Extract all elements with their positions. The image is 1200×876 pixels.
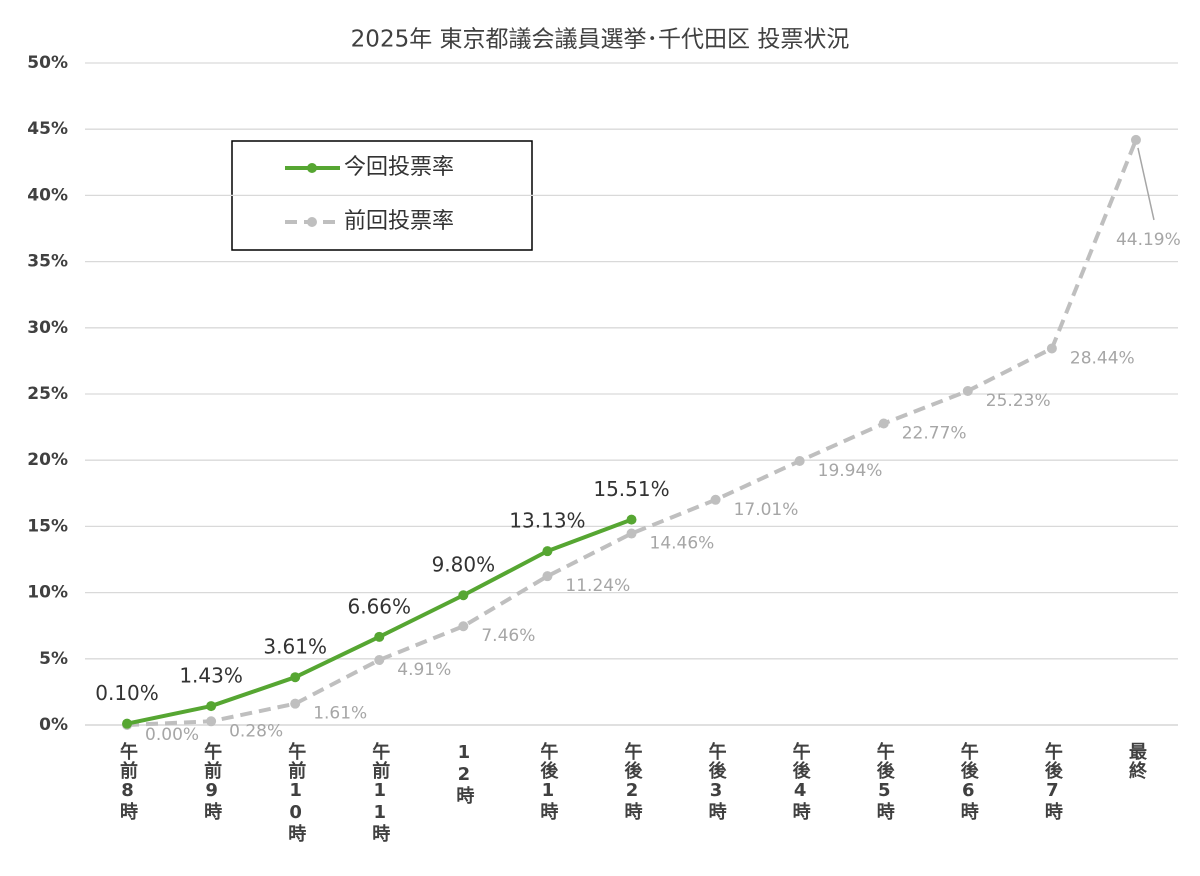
data-label: 19.94% (818, 461, 883, 481)
data-label: 6.66% (347, 594, 411, 618)
y-tick-label: 50% (27, 53, 68, 73)
y-tick-label: 45% (27, 119, 68, 139)
y-tick-label: 30% (27, 318, 68, 338)
x-tick-label: 午前8時 (117, 741, 138, 821)
data-point (290, 672, 301, 683)
x-tick-label: 午後2時 (622, 741, 643, 821)
data-point (626, 514, 637, 525)
data-point (542, 546, 553, 557)
data-label: 0.10% (95, 681, 159, 705)
x-tick-label: 午後3時 (706, 741, 727, 821)
data-point (374, 631, 385, 642)
data-label: 14.46% (650, 534, 715, 554)
data-point (1130, 134, 1141, 145)
x-tick-label: 午後1時 (537, 741, 558, 821)
x-tick-label: 午後6時 (958, 741, 979, 821)
data-label: 1.43% (179, 664, 243, 688)
data-label: 1.61% (313, 704, 367, 724)
x-tick-label: 午前9時 (201, 741, 222, 821)
y-tick-label: 10% (27, 583, 68, 603)
data-point (374, 654, 385, 665)
data-point (122, 718, 133, 729)
data-label: 0.00% (145, 725, 199, 745)
y-tick-label: 25% (27, 384, 68, 404)
data-label: 3.61% (263, 635, 327, 659)
data-label: 11.24% (565, 576, 630, 596)
data-label: 7.46% (481, 626, 535, 646)
data-label: 9.80% (432, 553, 496, 577)
data-label: 25.23% (986, 391, 1051, 411)
x-tick-label: 午前10時 (285, 741, 306, 843)
data-point (206, 716, 217, 727)
x-tick-label: 午後4時 (790, 741, 811, 821)
data-point (458, 621, 469, 632)
legend-marker (307, 163, 317, 173)
y-tick-label: 20% (27, 450, 68, 470)
data-label: 22.77% (902, 424, 967, 444)
x-tick-label: 12時 (453, 742, 474, 805)
legend-label: 今回投票率 (344, 155, 454, 180)
x-tick-label: 午後5時 (874, 741, 895, 821)
data-label: 17.01% (734, 500, 799, 520)
data-point (962, 385, 973, 396)
series-line (126, 517, 633, 726)
data-point (1046, 343, 1057, 354)
legend-marker (307, 217, 317, 227)
data-label: 15.51% (593, 477, 669, 501)
data-point (206, 701, 217, 712)
x-tick-label: 最終 (1126, 742, 1147, 780)
legend-label: 前回投票率 (344, 209, 454, 234)
y-tick-label: 0% (39, 715, 68, 735)
data-label: 0.28% (229, 721, 283, 741)
y-tick-label: 15% (27, 516, 68, 536)
data-label: 44.19% (1116, 230, 1181, 250)
data-label: 13.13% (509, 509, 585, 533)
data-point (290, 698, 301, 709)
data-point (458, 590, 469, 601)
data-label: 28.44% (1070, 348, 1135, 368)
data-point (710, 494, 721, 505)
data-label: 4.91% (397, 660, 451, 680)
chart-title: 2025年 東京都議会議員選挙･千代田区 投票状況 (351, 27, 850, 53)
x-tick-label: 午後7時 (1042, 741, 1063, 821)
data-point (626, 528, 637, 539)
y-tick-label: 40% (27, 185, 68, 205)
data-point (878, 418, 889, 429)
x-tick-label: 午前11時 (369, 741, 390, 843)
y-tick-label: 5% (39, 649, 68, 669)
data-point (794, 455, 805, 466)
leader-line (1137, 147, 1155, 221)
data-point (542, 571, 553, 582)
y-tick-label: 35% (27, 252, 68, 272)
